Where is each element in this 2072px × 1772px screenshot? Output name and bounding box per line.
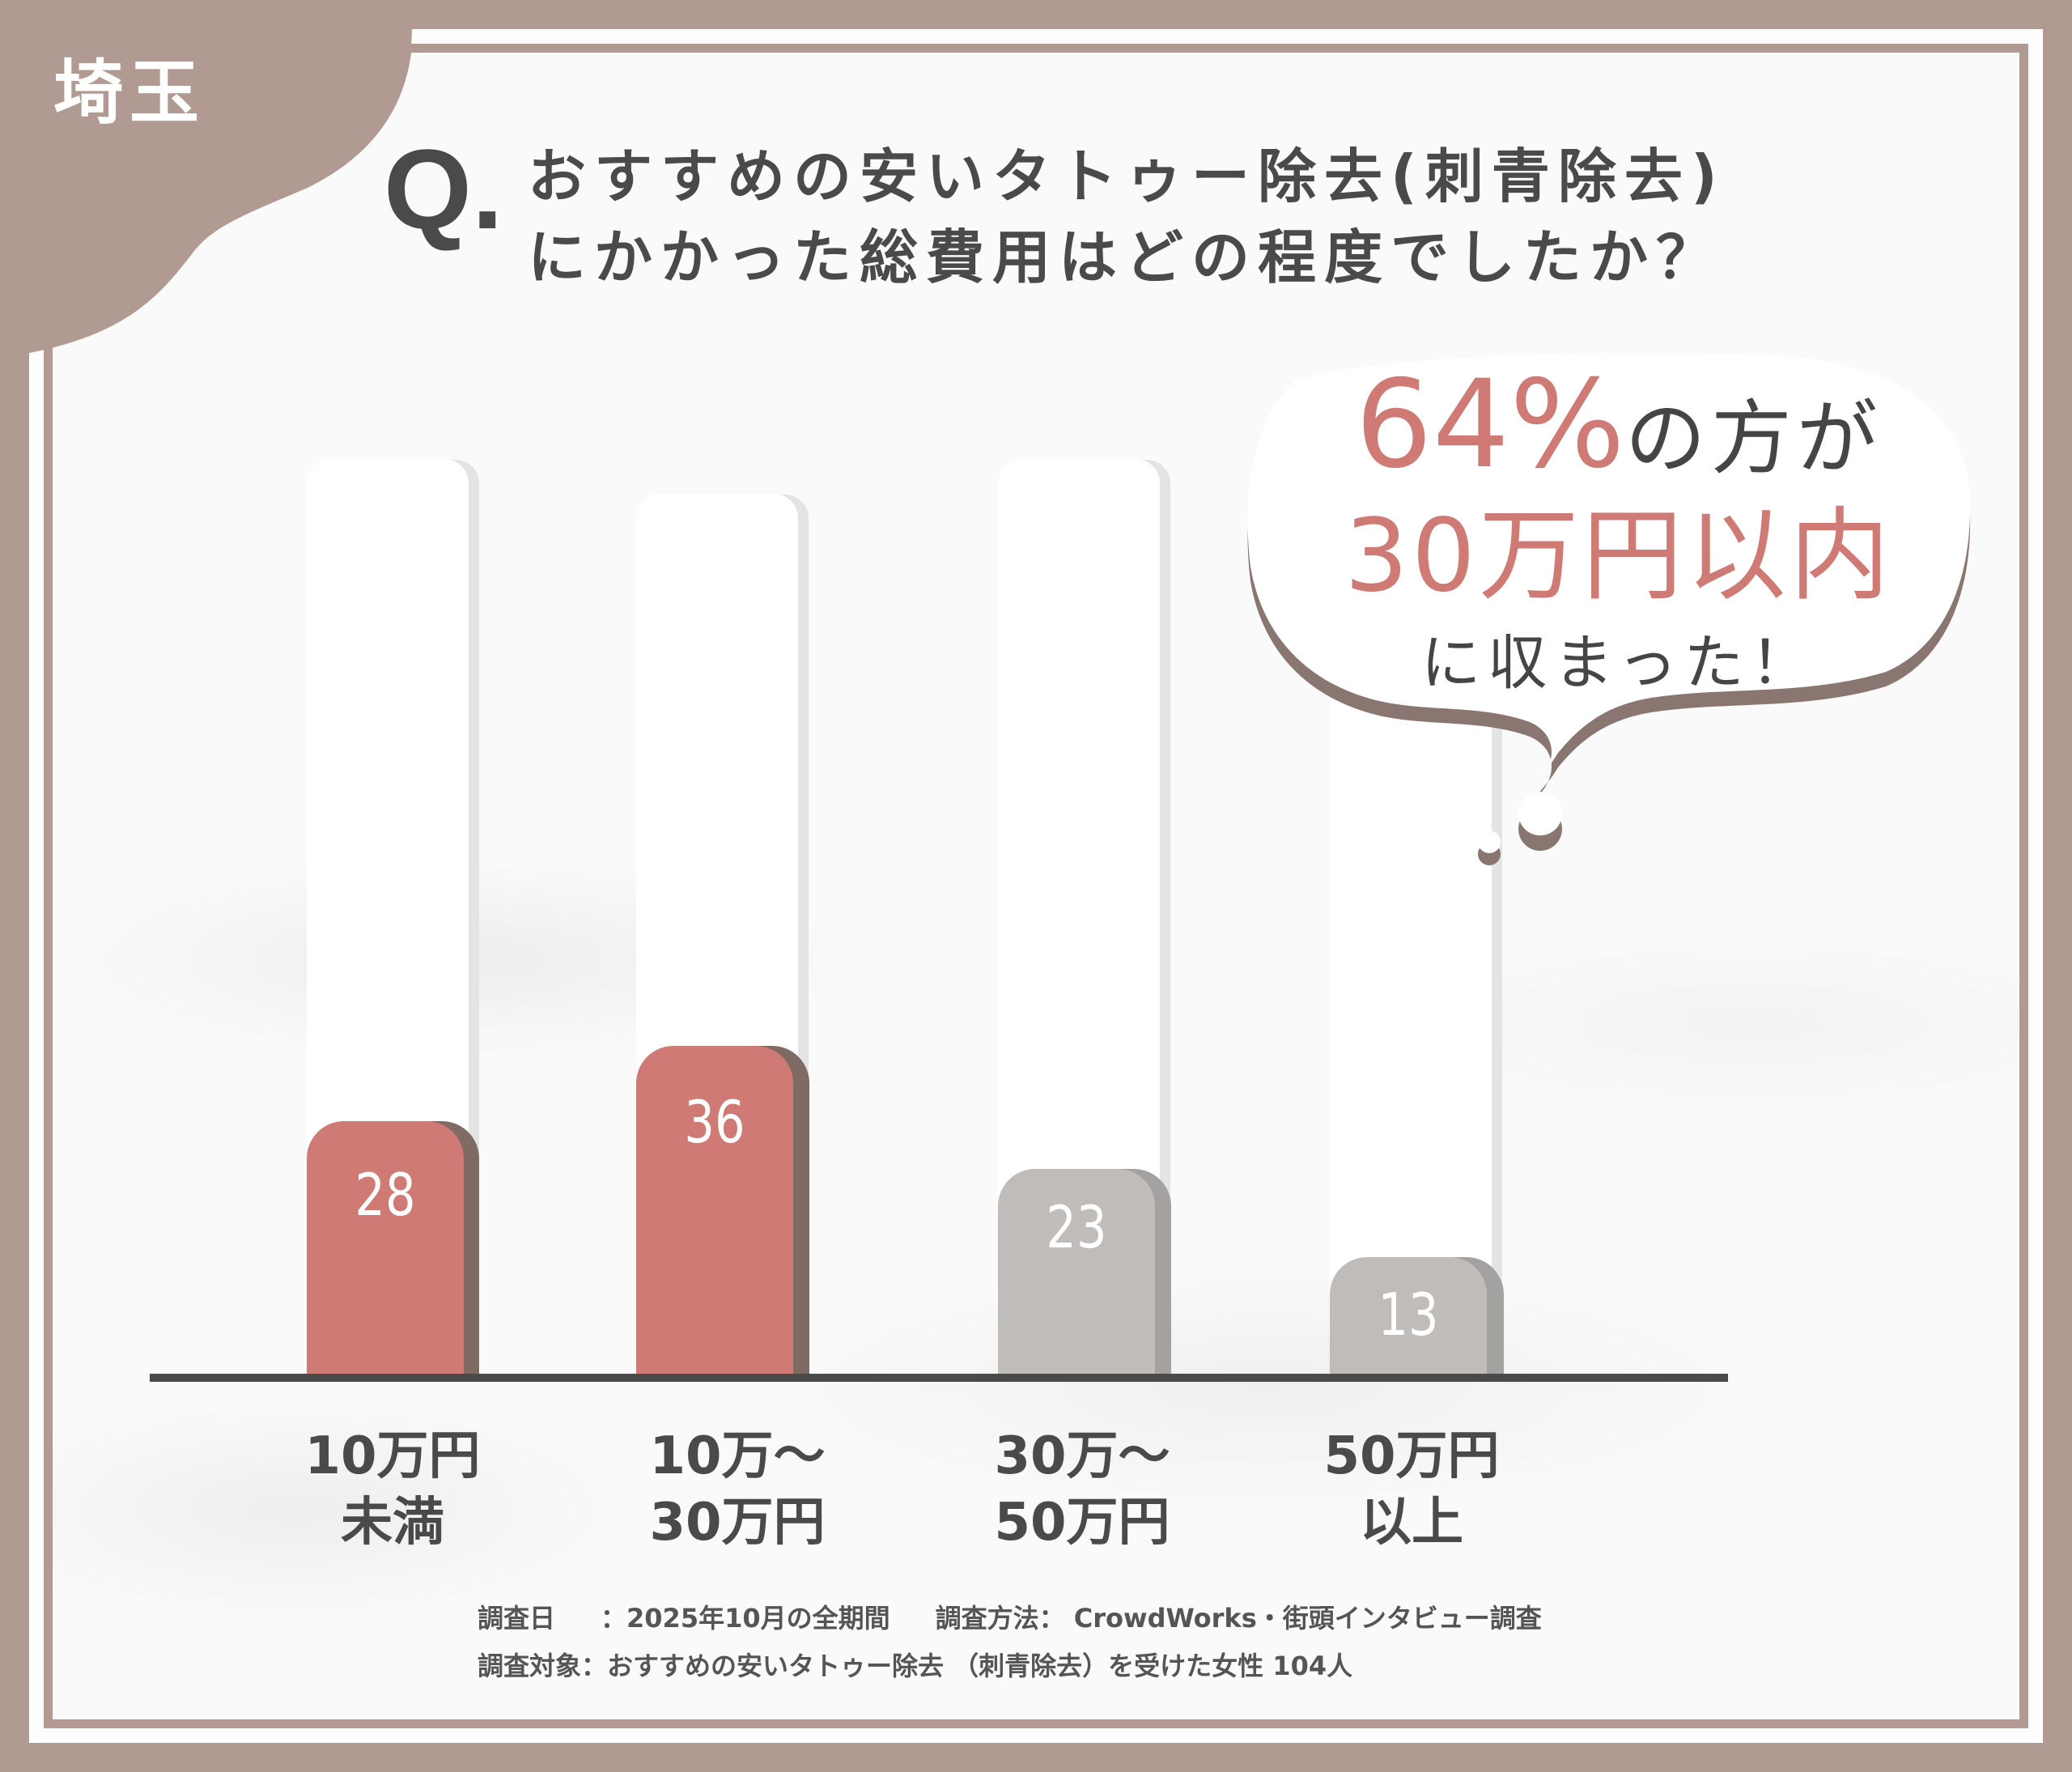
callout-line1-rest: の方が	[1624, 391, 1883, 486]
frame-inner-border	[44, 44, 2028, 1728]
x-label-line: 50万円	[1323, 1426, 1500, 1486]
survey-method-value: CrowdWorks・街頭インタビュー調査	[1073, 1603, 1542, 1634]
survey-date-value: ：2025年10月の全期間	[601, 1603, 890, 1634]
x-label-line: 未満	[341, 1493, 444, 1553]
survey-target-label: 調査対象：	[478, 1651, 608, 1681]
question-line-1: おすすめの安いタトゥー除去(刺青除去)	[528, 142, 1726, 210]
question-title: おすすめの安いタトゥー除去(刺青除去) にかかった総費用はどの程度でしたか？	[528, 136, 1726, 298]
bar-value-label: 28	[355, 1161, 416, 1229]
x-label-2: 10万～ 30万円	[608, 1423, 867, 1556]
callout-line-3: に収まった！	[1420, 628, 1817, 698]
x-label-line: 10万円	[304, 1426, 481, 1486]
survey-info-line-2: 調査対象：おすすめの安いタトゥー除去 （刺青除去）を受けた女性 104人	[478, 1653, 1352, 1679]
x-label-line: 以上	[1360, 1493, 1463, 1553]
bar-value-label: 13	[1378, 1281, 1439, 1349]
survey-date-label: 調査日	[478, 1603, 556, 1634]
survey-target-value: おすすめの安いタトゥー除去 （刺青除去）を受けた女性 104人	[607, 1651, 1353, 1681]
x-label-4: 50万円 以上	[1282, 1423, 1541, 1556]
bar-value-label: 36	[684, 1088, 745, 1156]
question-marker: Q.	[384, 125, 503, 253]
region-label: 埼玉	[53, 53, 206, 134]
x-label-line: 30万円	[649, 1493, 826, 1553]
survey-info-line-1: 調査日 ：2025年10月の全期間 調査方法： CrowdWorks・街頭インタビュ…	[478, 1605, 1542, 1631]
x-axis-line	[150, 1374, 1728, 1382]
x-label-line: 30万～	[994, 1426, 1170, 1486]
question-line-2: にかかった総費用はどの程度でしたか？	[528, 223, 1723, 291]
survey-method-label: 調査方法：	[935, 1603, 1065, 1634]
x-label-1: 10万円 未満	[263, 1423, 522, 1556]
bar-value-label: 23	[1046, 1193, 1107, 1261]
callout-line-1: 64%の方が	[1263, 364, 1975, 486]
x-label-line: 50万円	[994, 1493, 1170, 1553]
x-label-line: 10万～	[649, 1426, 826, 1486]
x-label-3: 30万～ 50万円	[953, 1423, 1212, 1556]
callout-line-2: 30万円以内	[1344, 498, 1893, 614]
callout-percent: 64%	[1355, 355, 1625, 495]
